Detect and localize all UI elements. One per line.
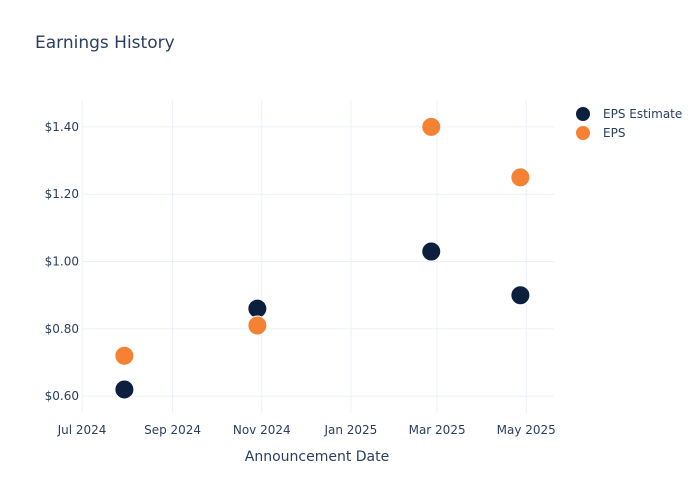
x-tick-label: Jul 2024: [57, 423, 107, 437]
data-point[interactable]: [510, 167, 531, 188]
legend-item[interactable]: EPS: [575, 125, 626, 141]
legend: EPS Estimate EPS: [575, 106, 683, 141]
x-axis-title: Announcement Date: [245, 449, 389, 465]
grid-layer: [81, 100, 554, 413]
legend-label: EPS: [603, 126, 625, 140]
y-tick-label: $0.60: [45, 389, 79, 403]
series-eps-estimate: [114, 241, 531, 400]
data-point[interactable]: [247, 298, 268, 319]
x-tick-label: Nov 2024: [233, 423, 291, 437]
x-tick-label: Jan 2025: [323, 423, 377, 437]
y-tick-label: $0.80: [45, 322, 79, 336]
y-tick-label: $1.40: [45, 120, 79, 134]
legend-label: EPS Estimate: [603, 107, 682, 121]
series-eps: [114, 116, 531, 366]
points-layer: [114, 116, 531, 400]
data-point[interactable]: [421, 116, 442, 137]
x-tick-label: May 2025: [497, 423, 556, 437]
tick-label-layer: Jul 2024 Sep 2024 Nov 2024 Jan 2025 Mar 2025…: [45, 120, 556, 437]
data-point[interactable]: [114, 345, 135, 366]
legend-marker: [575, 106, 591, 122]
data-point[interactable]: [247, 315, 268, 336]
x-tick-label: Sep 2024: [144, 423, 201, 437]
data-point[interactable]: [114, 379, 135, 400]
legend-marker: [575, 125, 591, 141]
legend-item[interactable]: EPS Estimate: [575, 106, 683, 122]
data-point[interactable]: [510, 285, 531, 306]
chart-title: Earnings History: [35, 33, 175, 53]
data-point[interactable]: [421, 241, 442, 262]
y-tick-label: $1.20: [45, 187, 79, 201]
x-tick-label: Mar 2025: [409, 423, 466, 437]
y-tick-label: $1.00: [45, 255, 79, 269]
